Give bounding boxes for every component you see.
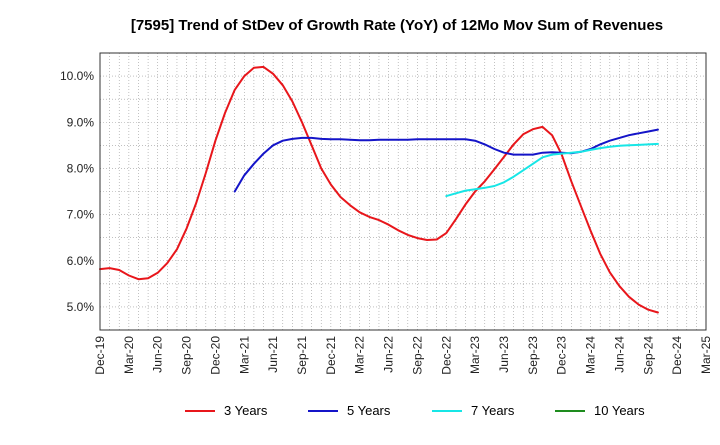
x-axis-ticks: Dec-19 Mar-20 Jun-20 Sep-20 Dec-20 Mar-21 Jun-… xyxy=(93,336,713,375)
x-tick-label: Sep-22 xyxy=(410,336,424,375)
y-tick-label: 5.0% xyxy=(67,300,95,314)
legend: 3 Years 5 Years 7 Years 10 Years xyxy=(185,403,645,418)
series-line-3-years xyxy=(99,65,659,314)
x-tick-label: Dec-21 xyxy=(324,336,338,375)
x-tick-label: Jun-23 xyxy=(497,336,511,373)
y-tick-label: 7.0% xyxy=(67,208,95,222)
x-tick-label: Jun-24 xyxy=(612,336,626,373)
series-lines xyxy=(99,65,659,314)
x-tick-label: Sep-23 xyxy=(526,336,540,375)
x-tick-label: Dec-23 xyxy=(555,336,569,375)
x-tick-label: Sep-21 xyxy=(295,336,309,375)
x-tick-label: Mar-23 xyxy=(468,336,482,374)
x-tick-label: Dec-24 xyxy=(670,336,684,375)
x-tick-label: Mar-22 xyxy=(353,336,367,374)
x-tick-label: Mar-20 xyxy=(122,336,136,374)
chart-title: [7595] Trend of StDev of Growth Rate (Yo… xyxy=(131,17,663,34)
y-axis-ticks: 5.0% 6.0% 7.0% 8.0% 9.0% 10.0% xyxy=(60,69,94,314)
x-tick-label: Mar-25 xyxy=(699,336,713,374)
y-tick-label: 8.0% xyxy=(67,161,95,175)
legend-label-5-years: 5 Years xyxy=(347,403,391,418)
x-tick-label: Dec-19 xyxy=(93,336,107,375)
x-tick-label: Dec-20 xyxy=(208,336,222,375)
plot-border xyxy=(99,52,707,331)
legend-label-3-years: 3 Years xyxy=(224,403,268,418)
legend-label-7-years: 7 Years xyxy=(471,403,515,418)
y-tick-label: 6.0% xyxy=(67,254,95,268)
x-tick-label: Sep-20 xyxy=(180,336,194,375)
legend-label-10-years: 10 Years xyxy=(594,403,645,418)
x-tick-label: Jun-21 xyxy=(266,336,280,373)
x-tick-label: Jun-20 xyxy=(151,336,165,373)
grid xyxy=(100,52,706,331)
x-tick-label: Sep-24 xyxy=(641,336,655,375)
series-line-7-years xyxy=(445,142,659,198)
x-tick-label: Mar-24 xyxy=(584,336,598,374)
y-tick-label: 10.0% xyxy=(60,69,94,83)
x-tick-label: Mar-21 xyxy=(237,336,251,374)
y-tick-label: 9.0% xyxy=(67,115,95,129)
x-tick-label: Dec-22 xyxy=(439,336,453,375)
x-tick-label: Jun-22 xyxy=(382,336,396,373)
